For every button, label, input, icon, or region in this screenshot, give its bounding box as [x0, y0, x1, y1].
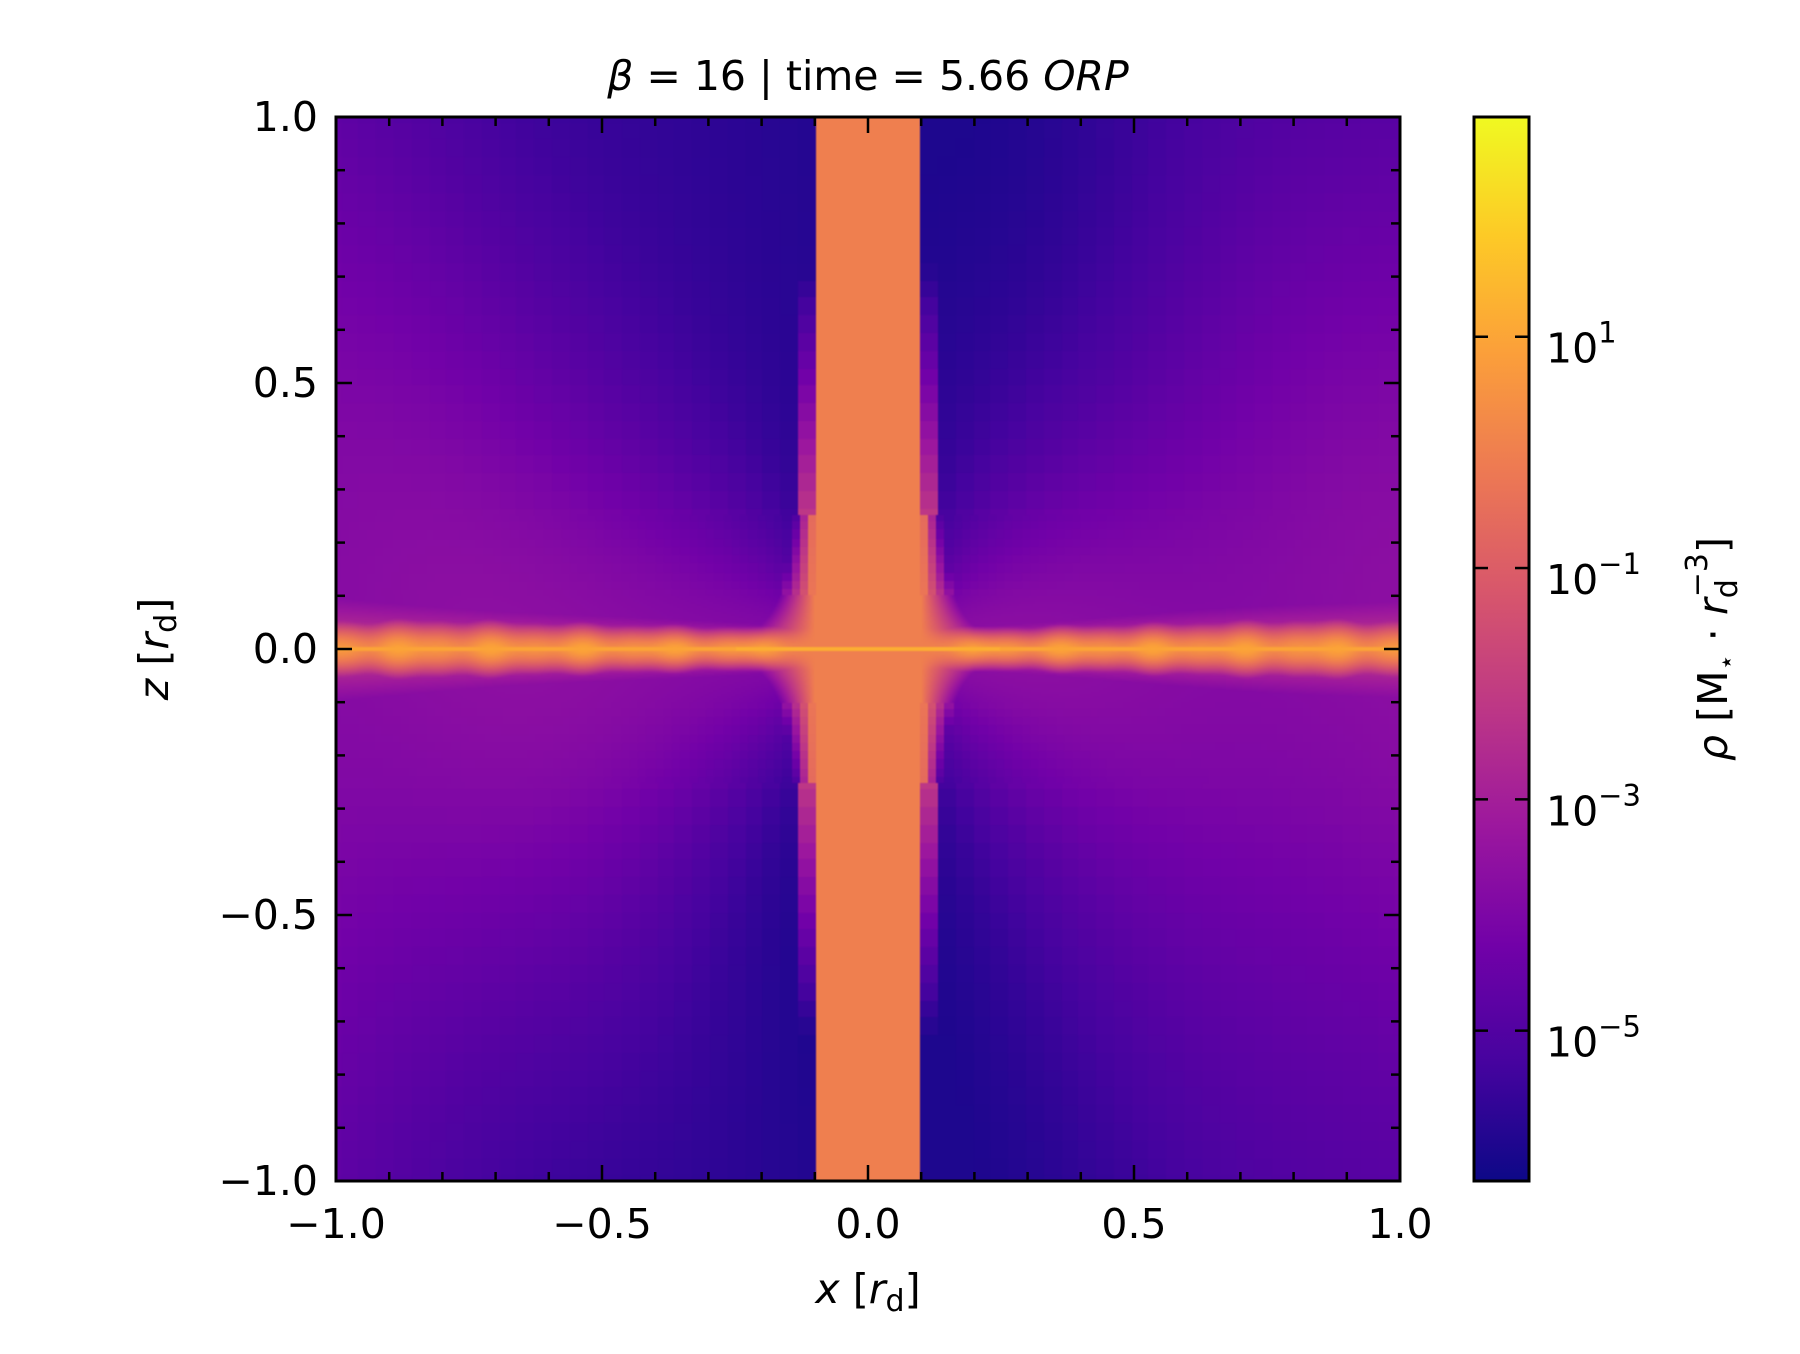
y-tick-label: 1.0 [253, 93, 318, 141]
x-axis-sym: r [869, 1265, 888, 1313]
cbar-label-r: r [1689, 596, 1737, 615]
cbar-label-sup: −3 [1680, 553, 1715, 597]
y-axis-sym: r [130, 631, 178, 650]
x-axis-label: x [rd] [813, 1265, 920, 1319]
cbar-label-open: [M [1689, 671, 1737, 735]
colorbar-fill [1474, 117, 1529, 1181]
y-tick-labels: −1.0 −0.5 0.0 0.5 1.0 [218, 93, 318, 1205]
x-axis-var: x [813, 1265, 840, 1313]
colorbar-tick-label: 10−3 [1546, 778, 1641, 835]
x-axis-open: [ [840, 1265, 869, 1313]
y-axis-close: ] [130, 598, 178, 614]
y-axis-var: z [130, 677, 178, 701]
cbar-label-star: ⋆ [1712, 654, 1742, 670]
colorbar-label: ρ [M⋆ · rd−3] [1680, 537, 1745, 761]
x-axis-sub: d [886, 1284, 905, 1319]
cbar-label-sub: d [1710, 579, 1745, 598]
density-heatmap [336, 117, 1400, 1181]
x-tick-label: 0.5 [1101, 1200, 1166, 1248]
y-tick-label: −1.0 [218, 1157, 318, 1205]
x-tick-label: −0.5 [552, 1200, 652, 1248]
title-symbol: β [606, 52, 633, 100]
heatmap-image [336, 117, 1400, 1181]
cbar-label-sym: ρ [1689, 735, 1737, 761]
x-tick-label: 1.0 [1367, 1200, 1432, 1248]
x-tick-labels: −1.0 −0.5 0.0 0.5 1.0 [286, 1200, 1432, 1248]
colorbar-tick-label: 101 [1546, 316, 1617, 373]
y-tick-label: −0.5 [218, 891, 318, 939]
colorbar-tick-label: 10−1 [1546, 547, 1641, 604]
cbar-label-close: ] [1689, 537, 1737, 553]
y-axis-label: z [rd] [130, 598, 184, 701]
x-tick-label: 0.0 [835, 1200, 900, 1248]
title-unit: ORP [1043, 52, 1129, 100]
y-tick-label: 0.0 [253, 625, 318, 673]
axis-ticks [334, 115, 1402, 1183]
y-tick-label: 0.5 [253, 359, 318, 407]
y-axis-open: [ [130, 650, 178, 679]
title-text: = 16 | time = 5.66 [633, 52, 1043, 100]
colorbar-frame [1472, 115, 1531, 1183]
y-axis-sub: d [149, 614, 184, 633]
x-tick-label: −1.0 [286, 1200, 386, 1248]
chart-title: β = 16 | time = 5.66 ORP [606, 52, 1129, 100]
x-axis-close: ] [905, 1265, 921, 1313]
colorbar: 101 10−1 10−3 10−5 [1472, 115, 1641, 1183]
colorbar-tick-label: 10−5 [1546, 1010, 1641, 1067]
colorbar-ticks: 101 10−1 10−3 10−5 [1474, 316, 1641, 1067]
cbar-label-dot: · [1689, 615, 1737, 654]
